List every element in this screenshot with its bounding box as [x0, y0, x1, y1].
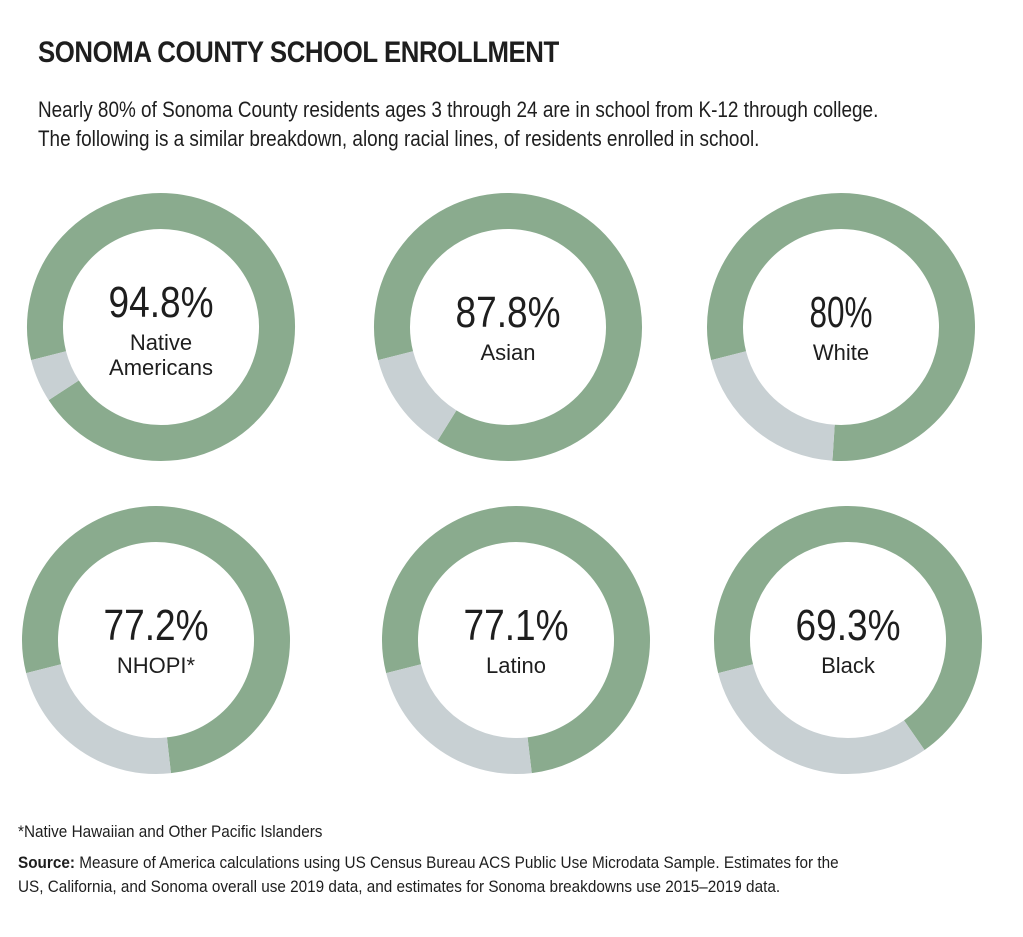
remainder-arc-native-americans	[31, 350, 80, 401]
value-label-native-americans: 94.8%	[109, 278, 214, 327]
subtitle-line-1: Nearly 80% of Sonoma County residents ag…	[38, 97, 879, 122]
enrolled-arc-asian	[374, 193, 642, 461]
value-label-nhopi: 77.2%	[104, 601, 209, 650]
value-label-latino: 77.1%	[464, 601, 569, 650]
enrolled-arc-black	[714, 506, 982, 750]
footnote: *Native Hawaiian and Other Pacific Islan…	[18, 822, 323, 841]
enrolled-arc-native-americans	[27, 193, 295, 461]
enrolled-arc-white	[707, 193, 975, 461]
remainder-arc-nhopi	[26, 663, 171, 774]
value-label-white: 80%	[810, 288, 873, 337]
chart-title: SONOMA COUNTY SCHOOL ENROLLMENT	[38, 36, 559, 69]
donut-asian: 87.8% Asian	[374, 193, 642, 461]
category-label-nhopi: NHOPI*	[117, 653, 196, 678]
value-label-black: 69.3%	[796, 601, 901, 650]
remainder-arc-white	[711, 350, 836, 461]
category-label-native-americans-2: Americans	[109, 355, 213, 380]
donut-latino: 77.1% Latino	[382, 506, 650, 774]
enrolled-arc-nhopi	[22, 506, 290, 774]
remainder-arc-black	[718, 663, 925, 774]
category-label-latino: Latino	[486, 653, 546, 678]
source-note: Source: Measure of America calculations …	[18, 851, 1008, 899]
category-label-black: Black	[821, 653, 876, 678]
donut-white: 80% White	[707, 193, 975, 461]
source-text-2: US, California, and Sonoma overall use 2…	[18, 877, 781, 896]
source-label: Source:	[18, 853, 75, 872]
donut-black: 69.3% Black	[714, 506, 982, 774]
chart-subtitle: Nearly 80% of Sonoma County residents ag…	[38, 95, 984, 153]
donut-nhopi: 77.2% NHOPI*	[22, 506, 290, 774]
remainder-arc-latino	[386, 663, 532, 774]
source-text-1: Measure of America calculations using US…	[74, 853, 839, 872]
remainder-arc-asian	[378, 350, 457, 441]
category-label-asian: Asian	[480, 340, 535, 365]
category-label-native-americans-1: Native	[130, 330, 192, 355]
category-label-white: White	[813, 340, 869, 365]
subtitle-line-2: The following is a similar breakdown, al…	[38, 126, 760, 151]
value-label-asian: 87.8%	[456, 288, 561, 337]
enrolled-arc-latino	[382, 506, 650, 774]
